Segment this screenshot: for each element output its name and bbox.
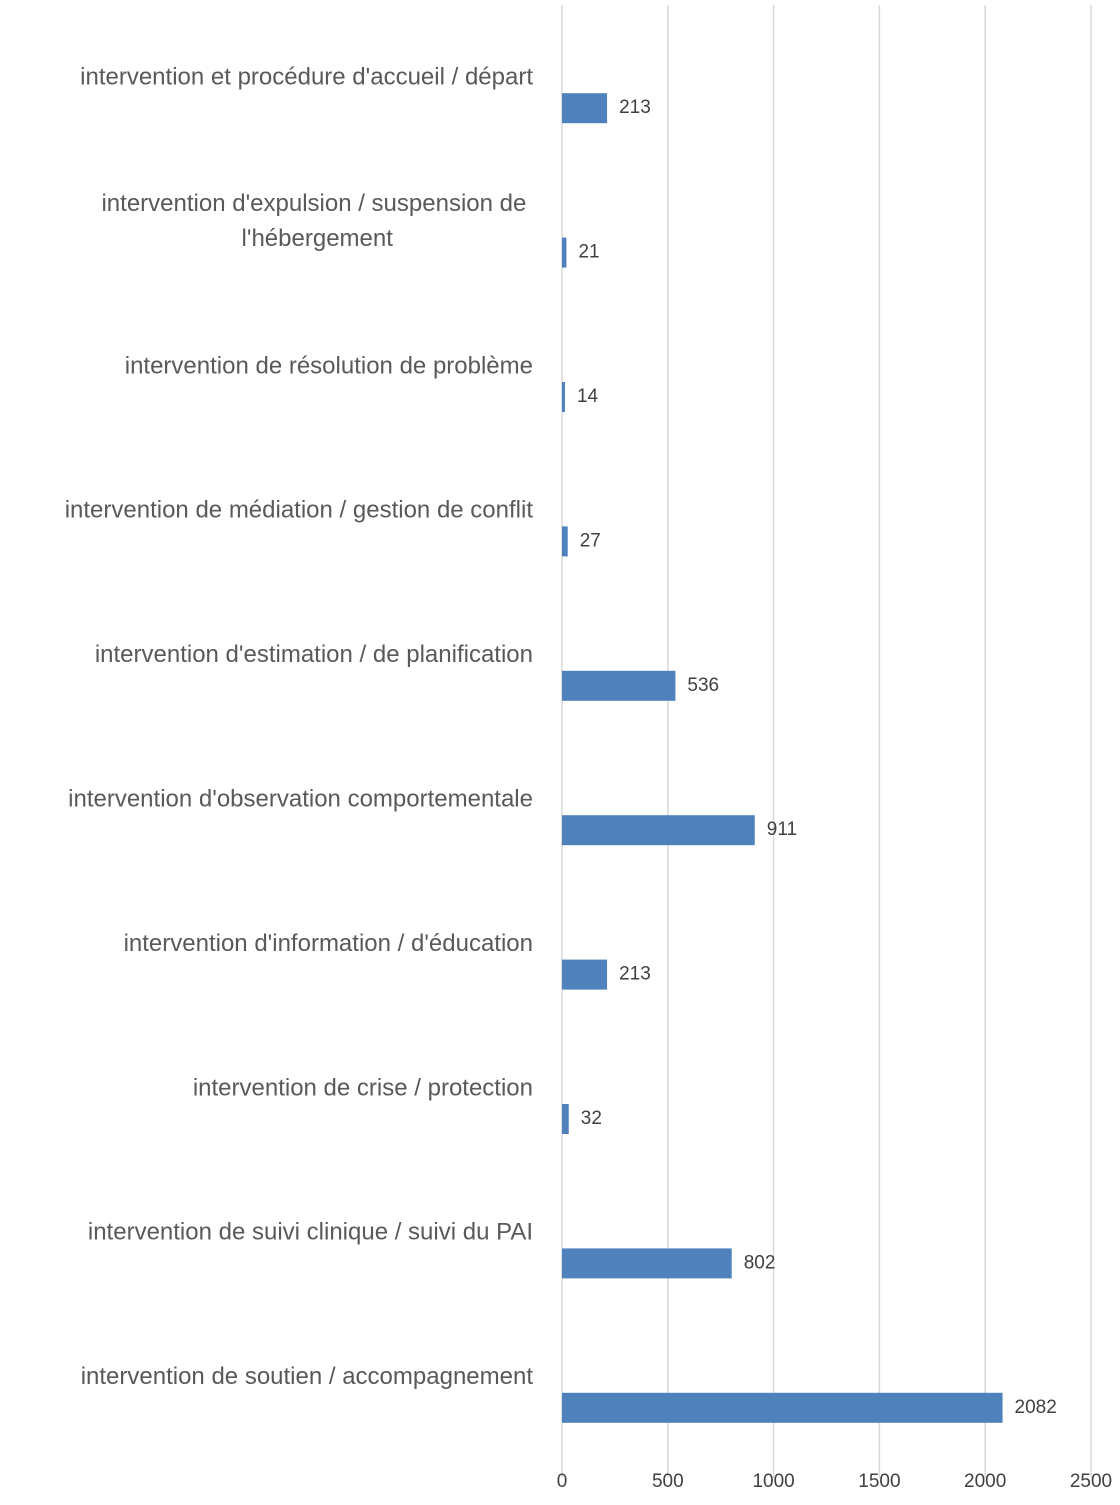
value-label: 536 <box>687 675 719 696</box>
value-label: 2082 <box>1015 1397 1057 1418</box>
bar <box>562 670 676 701</box>
bar <box>562 1248 732 1279</box>
category-label: intervention de médiation / gestion de c… <box>65 497 534 524</box>
bar <box>562 93 608 124</box>
category-label: intervention de crise / protection <box>193 1074 533 1101</box>
bar <box>562 526 568 557</box>
value-label: 802 <box>744 1252 776 1273</box>
category-label: intervention d'estimation / de planifica… <box>95 641 533 668</box>
category-label: intervention de soutien / accompagnement <box>81 1363 534 1390</box>
x-tick-label: 1000 <box>752 1471 794 1492</box>
x-tick-label: 0 <box>557 1471 568 1492</box>
bar <box>562 1392 1003 1423</box>
value-label: 213 <box>619 97 651 118</box>
value-label: 27 <box>580 530 601 551</box>
category-label: intervention d'observation comportementa… <box>68 786 533 813</box>
category-label: intervention de suivi clinique / suivi d… <box>88 1219 533 1246</box>
category-label: intervention et procédure d'accueil / dé… <box>80 64 533 91</box>
value-label: 14 <box>577 386 599 407</box>
value-label: 21 <box>578 242 599 263</box>
value-label: 213 <box>619 964 651 985</box>
x-tick-label: 2000 <box>964 1471 1006 1492</box>
x-tick-label: 1500 <box>858 1471 900 1492</box>
value-label: 32 <box>581 1108 602 1129</box>
value-label: 911 <box>767 819 797 840</box>
x-tick-label: 500 <box>652 1471 684 1492</box>
category-label: intervention d'information / d'éducation <box>124 930 533 957</box>
category-label: intervention d'expulsion / suspension de… <box>101 190 533 252</box>
bar <box>562 237 567 268</box>
x-tick-label: 2500 <box>1070 1471 1112 1492</box>
bar <box>562 815 755 846</box>
bar <box>562 959 608 990</box>
bar <box>562 382 565 412</box>
category-label: intervention de résolution de problème <box>125 352 533 379</box>
bar <box>562 1104 569 1134</box>
